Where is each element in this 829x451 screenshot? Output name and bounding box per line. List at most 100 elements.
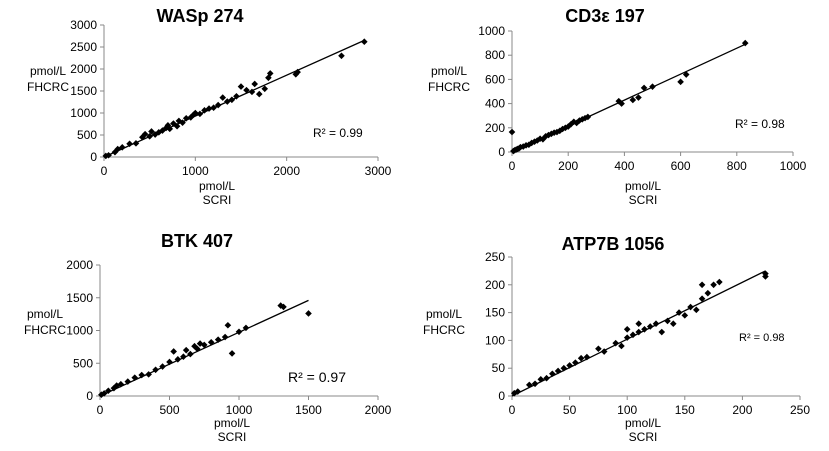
data-point (145, 371, 152, 378)
y-tick-label: 0 (86, 389, 93, 403)
data-point (214, 101, 222, 109)
data-point (560, 364, 568, 372)
y-axis-label: pmol/L (27, 307, 63, 321)
scatter-chart-2: CD3ε 197 0 200 400 600 800 1000 0 200 400 600 800 10… (428, 6, 807, 207)
data-point (255, 90, 263, 98)
x-tick-label: 1000 (182, 164, 209, 178)
data-point (533, 137, 541, 144)
data-point (159, 363, 166, 370)
data-point (242, 324, 250, 332)
y-axis-label: FHCRC (24, 323, 66, 337)
data-point (138, 371, 145, 379)
chart-title: WASp 274 (156, 6, 243, 26)
x-axis-label: SCRI (203, 193, 232, 207)
y-tick-label: 1500 (70, 84, 97, 98)
data-point (629, 331, 637, 339)
data-point (196, 340, 204, 347)
data-point (658, 328, 666, 336)
x-tick-label: 3000 (365, 164, 392, 178)
data-point (118, 144, 126, 151)
x-tick-label: 1500 (295, 403, 322, 417)
y-tick-label: 0 (90, 150, 97, 164)
x-tick-label: 150 (675, 403, 695, 417)
y-tick-label: 500 (73, 356, 93, 370)
y-axis-label: FHCRC (428, 80, 470, 94)
trend-line (103, 39, 365, 158)
x-axis-label: SCRI (629, 430, 658, 444)
chart-title: CD3ε 197 (565, 6, 645, 26)
data-point (139, 133, 146, 141)
data-point (618, 342, 625, 350)
data-point (698, 281, 706, 289)
r-squared-label: R² = 0.98 (735, 117, 785, 131)
x-tick-label: 0 (509, 159, 516, 173)
x-tick-label: 0 (509, 403, 516, 417)
data-point (162, 124, 170, 132)
data-point (280, 303, 287, 311)
data-point (219, 94, 227, 101)
data-point (164, 122, 172, 129)
x-axis-label: pmol/L (214, 416, 250, 430)
scatter-chart-3: BTK 407 0 500 1000 1500 2000 0 500 1000 1500 2000 p… (24, 231, 392, 444)
data-point (640, 84, 648, 92)
data-point (100, 390, 108, 397)
data-point (170, 348, 177, 355)
data-point (583, 353, 591, 361)
data-point (265, 74, 272, 82)
data-point (635, 320, 643, 328)
data-point (155, 129, 163, 136)
data-point (641, 325, 648, 333)
data-point (554, 367, 562, 375)
data-point (175, 117, 183, 125)
data-point (572, 359, 579, 366)
data-point (693, 306, 700, 314)
data-point (180, 353, 187, 360)
y-tick-label: 3000 (70, 18, 97, 32)
y-tick-label: 200 (485, 121, 505, 135)
data-point (221, 333, 229, 341)
data-point (704, 289, 712, 297)
data-point (110, 384, 118, 392)
x-axis-label: SCRI (629, 193, 658, 207)
data-point (539, 135, 547, 143)
y-axis-label: FHCRC (423, 323, 465, 337)
x-tick-label: 500 (159, 403, 179, 417)
y-tick-label: 100 (485, 333, 505, 347)
data-point (126, 140, 133, 148)
data-point (612, 339, 619, 347)
data-point (166, 358, 173, 366)
data-point (251, 80, 258, 88)
data-point (542, 132, 550, 140)
data-point (669, 320, 677, 328)
data-point (182, 346, 190, 354)
data-point (159, 127, 166, 134)
data-point (716, 278, 723, 286)
data-point (141, 130, 149, 138)
data-point (196, 110, 204, 118)
data-point (243, 86, 250, 94)
data-point (577, 354, 585, 362)
y-tick-label: 0 (498, 145, 505, 159)
data-point (131, 374, 139, 381)
data-point (623, 334, 631, 341)
data-point (117, 380, 125, 388)
data-point (566, 362, 573, 369)
x-tick-label: 200 (558, 159, 578, 173)
x-axis-label: SCRI (218, 430, 247, 444)
y-tick-label: 800 (485, 48, 505, 62)
data-point (687, 303, 694, 311)
y-tick-label: 1000 (66, 324, 93, 338)
y-tick-label: 1000 (70, 106, 97, 120)
data-point (294, 68, 301, 76)
y-tick-label: 400 (485, 97, 505, 111)
data-point (710, 281, 717, 289)
data-point (646, 323, 654, 330)
data-point (562, 124, 569, 132)
y-axis-label: pmol/L (431, 64, 467, 78)
x-tick-label: 50 (563, 403, 577, 417)
data-point (578, 116, 586, 123)
r-squared-label: R² = 0.99 (313, 126, 363, 140)
x-tick-label: 2000 (365, 403, 392, 417)
data-point (531, 380, 539, 388)
